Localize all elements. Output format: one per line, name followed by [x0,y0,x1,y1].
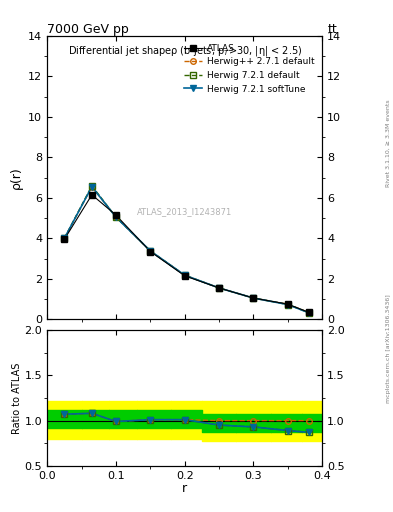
X-axis label: r: r [182,482,187,495]
Text: tt: tt [328,23,338,36]
Text: ATLAS_2013_I1243871: ATLAS_2013_I1243871 [137,207,232,216]
Text: Rivet 3.1.10, ≥ 3.3M events: Rivet 3.1.10, ≥ 3.3M events [386,99,391,187]
Text: 7000 GeV pp: 7000 GeV pp [47,23,129,36]
Y-axis label: ρ(r): ρ(r) [9,166,23,189]
Text: mcplots.cern.ch [arXiv:1306.3436]: mcplots.cern.ch [arXiv:1306.3436] [386,294,391,402]
Text: Differential jet shapeρ (b-jets, p$_T$>30, |η| < 2.5): Differential jet shapeρ (b-jets, p$_T$>3… [68,45,302,58]
Y-axis label: Ratio to ATLAS: Ratio to ATLAS [12,362,22,434]
Legend: ATLAS, Herwig++ 2.7.1 default, Herwig 7.2.1 default, Herwig 7.2.1 softTune: ATLAS, Herwig++ 2.7.1 default, Herwig 7.… [180,40,318,97]
